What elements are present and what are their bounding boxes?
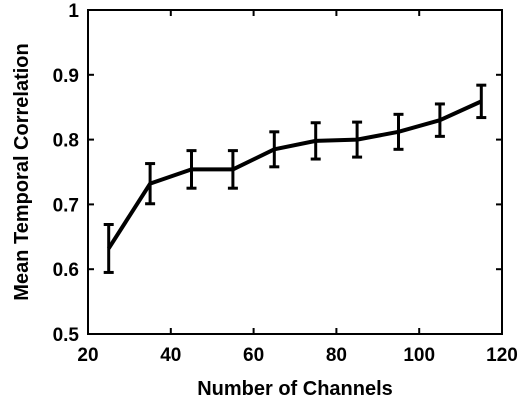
- error-bar: [186, 149, 197, 190]
- error-bar: [352, 120, 363, 159]
- y-axis: 0.5 0.6 0.7 0.8 0.9 1: [53, 1, 502, 346]
- error-bar: [434, 102, 445, 138]
- error-bar: [227, 149, 238, 190]
- error-bar: [145, 162, 156, 206]
- x-tick-label: 40: [160, 345, 181, 366]
- x-tick-label: 20: [77, 345, 98, 366]
- y-axis-label: Mean Temporal Correlation: [11, 43, 33, 300]
- error-bar: [476, 83, 487, 120]
- plot-area: [87, 9, 503, 335]
- series-line: [107, 99, 483, 250]
- y-tick-label: 1: [68, 1, 79, 22]
- x-axis: 20 40 60 80 100 120: [77, 10, 518, 366]
- x-tick-label: 120: [486, 345, 518, 366]
- y-tick-label: 0.9: [53, 66, 79, 87]
- plot-frame: [87, 9, 503, 335]
- error-bar: [310, 121, 321, 161]
- y-tick-label: 0.7: [53, 195, 79, 216]
- error-bar: [393, 112, 404, 151]
- x-axis-label: Number of Channels: [197, 378, 393, 400]
- y-tick-label: 0.8: [53, 131, 79, 152]
- x-tick-label: 100: [403, 345, 435, 366]
- error-bar: [269, 130, 280, 169]
- error-bar: [103, 222, 114, 274]
- y-tick-label: 0.5: [53, 325, 80, 346]
- y-tick-label: 0.6: [53, 260, 79, 281]
- x-tick-label: 60: [243, 345, 264, 366]
- x-tick-label: 80: [326, 345, 347, 366]
